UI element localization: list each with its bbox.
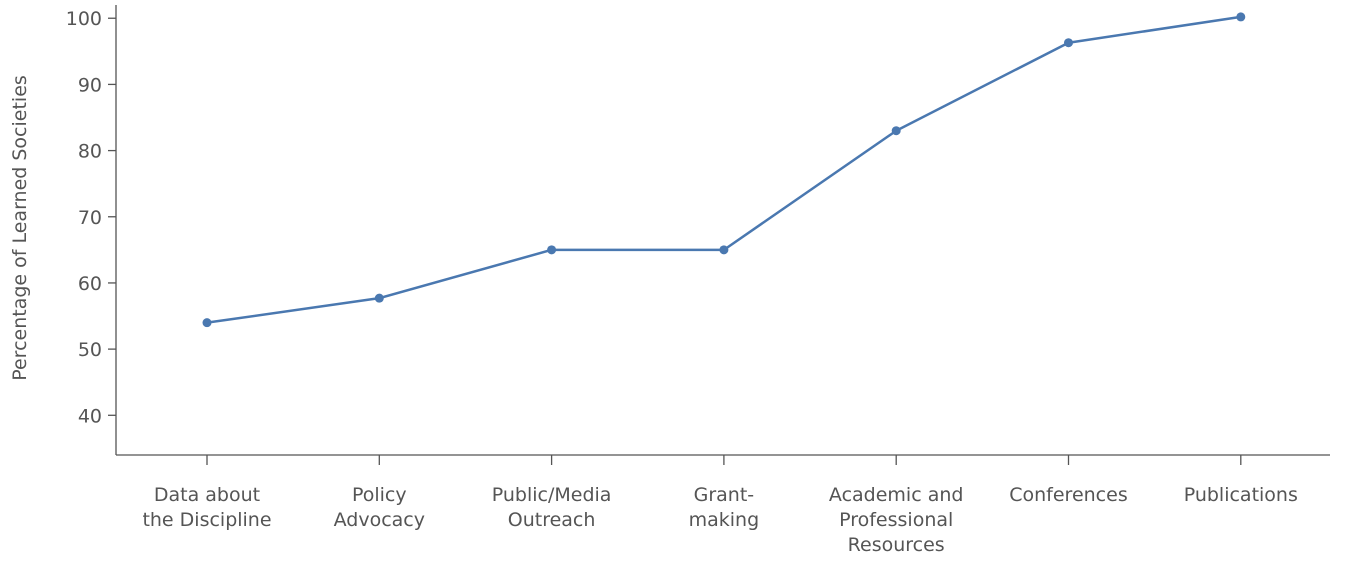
y-axis-ticks: 40 50 60 70 80 90 100 (66, 8, 116, 427)
x-tick-label-line: Outreach (508, 509, 596, 531)
x-tick-label: Public/Media Outreach (492, 484, 612, 531)
x-tick-label-line: Resources (848, 534, 945, 556)
x-tick-label-line: the Discipline (142, 509, 271, 531)
data-point (1236, 12, 1246, 22)
x-axis-ticks: Data about the Discipline Policy Advocacy Pu… (142, 455, 1298, 556)
x-tick-label-line: Policy (352, 484, 407, 506)
y-tick-label: 40 (78, 405, 102, 427)
x-tick-label: Grant-making (689, 484, 760, 531)
data-point (547, 245, 557, 255)
y-tick-label: 60 (78, 273, 102, 295)
series-group (202, 12, 1246, 328)
y-axis-title: Percentage of Learned Societies (9, 75, 31, 381)
x-tick-label: Policy Advocacy (334, 484, 425, 531)
x-tick-label-line: Data about (154, 484, 260, 506)
x-tick-label-line: Academic and (829, 484, 964, 506)
data-point (374, 293, 384, 303)
y-tick-label: 70 (78, 207, 102, 229)
axes (115, 5, 1330, 456)
data-point (891, 126, 901, 136)
x-tick-label-line: Advocacy (334, 509, 425, 531)
y-tick-label: 80 (78, 141, 102, 163)
x-tick-label-line: Professional (839, 509, 953, 531)
x-tick-label-line: Public/Media (492, 484, 612, 506)
series-line (206, 15, 1241, 324)
data-point (719, 245, 729, 255)
y-tick-label: 100 (66, 8, 102, 30)
x-tick-label: Data about the Discipline (142, 484, 271, 531)
x-tick-label-line: making (689, 509, 760, 531)
x-tick-label: Conferences (1009, 484, 1127, 506)
x-tick-label: Publications (1184, 484, 1298, 506)
data-point (202, 318, 212, 328)
x-tick-label-line: Publications (1184, 484, 1298, 506)
y-tick-label: 50 (78, 339, 102, 361)
y-tick-label: 90 (78, 74, 102, 96)
x-tick-label-line: Grant- (694, 484, 755, 506)
x-tick-label-line: Conferences (1009, 484, 1127, 506)
data-point (1064, 38, 1073, 48)
x-tick-label: Academic and Professional Resources (829, 484, 964, 556)
